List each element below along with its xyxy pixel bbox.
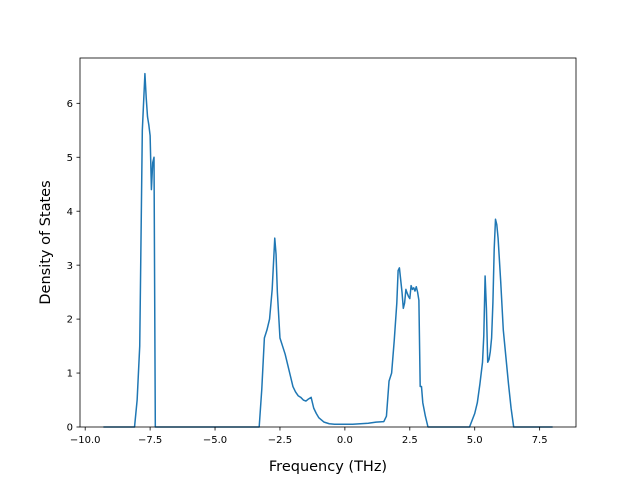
y-tick-label: 1 <box>67 369 73 380</box>
x-tick-label: 2.5 <box>402 435 418 446</box>
y-tick-label: 3 <box>67 261 73 272</box>
x-tick-label: −10.0 <box>70 435 101 446</box>
dos-series-line <box>103 72 553 428</box>
y-tick-label: 5 <box>67 153 73 164</box>
axes-frame <box>79 57 577 428</box>
y-axis-label: Density of States <box>38 180 54 304</box>
x-tick-label: −2.5 <box>268 435 292 446</box>
x-axis-ticks: −10.0 −7.5 −5.0 −2.5 0.0 2.5 5.0 7.5 <box>70 427 548 446</box>
x-tick-label: 0.0 <box>337 435 353 446</box>
x-tick-label: −7.5 <box>138 435 162 446</box>
plot-area <box>103 72 553 428</box>
y-tick-label: 0 <box>67 423 73 434</box>
x-tick-label: 5.0 <box>467 435 483 446</box>
y-tick-label: 4 <box>67 207 73 218</box>
x-axis-label: Frequency (THz) <box>269 459 387 475</box>
x-tick-label: −5.0 <box>203 435 227 446</box>
x-tick-label: 7.5 <box>532 435 548 446</box>
y-axis-ticks: 0 1 2 3 4 5 6 <box>67 99 80 434</box>
y-tick-label: 6 <box>67 99 73 110</box>
y-tick-label: 2 <box>67 315 73 326</box>
